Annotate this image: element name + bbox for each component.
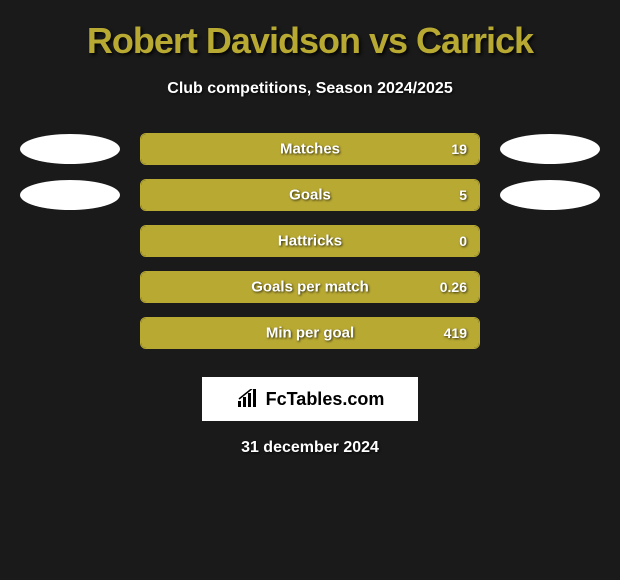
page-title: Robert Davidson vs Carrick <box>10 20 610 62</box>
stats-container: Matches 19 Goals 5 Hattricks 0 Goals per match… <box>10 133 610 349</box>
stat-label: Hattricks <box>278 233 342 250</box>
left-ellipse <box>20 134 120 164</box>
stat-bar: Min per goal 419 <box>140 317 480 349</box>
stat-row: Min per goal 419 <box>10 317 610 349</box>
stat-bar: Matches 19 <box>140 133 480 165</box>
stat-label: Matches <box>280 141 340 158</box>
stat-row: Goals 5 <box>10 179 610 211</box>
stat-value: 0 <box>459 233 467 249</box>
stat-value: 5 <box>459 187 467 203</box>
right-ellipse <box>500 180 600 210</box>
stat-row: Hattricks 0 <box>10 225 610 257</box>
stat-row: Matches 19 <box>10 133 610 165</box>
stat-bar: Hattricks 0 <box>140 225 480 257</box>
logo: FcTables.com <box>202 377 418 421</box>
stat-label: Goals <box>289 187 331 204</box>
stat-label: Min per goal <box>266 325 354 342</box>
subtitle: Club competitions, Season 2024/2025 <box>10 80 610 98</box>
stat-row: Goals per match 0.26 <box>10 271 610 303</box>
stat-value: 0.26 <box>440 279 467 295</box>
stat-label: Goals per match <box>251 279 369 296</box>
stat-bar: Goals per match 0.26 <box>140 271 480 303</box>
stat-bar: Goals 5 <box>140 179 480 211</box>
date-text: 31 december 2024 <box>10 439 610 457</box>
stat-value: 19 <box>451 141 467 157</box>
logo-text: FcTables.com <box>266 389 385 410</box>
left-ellipse <box>20 180 120 210</box>
right-ellipse <box>500 134 600 164</box>
stat-value: 419 <box>444 325 467 341</box>
chart-icon <box>236 389 260 409</box>
